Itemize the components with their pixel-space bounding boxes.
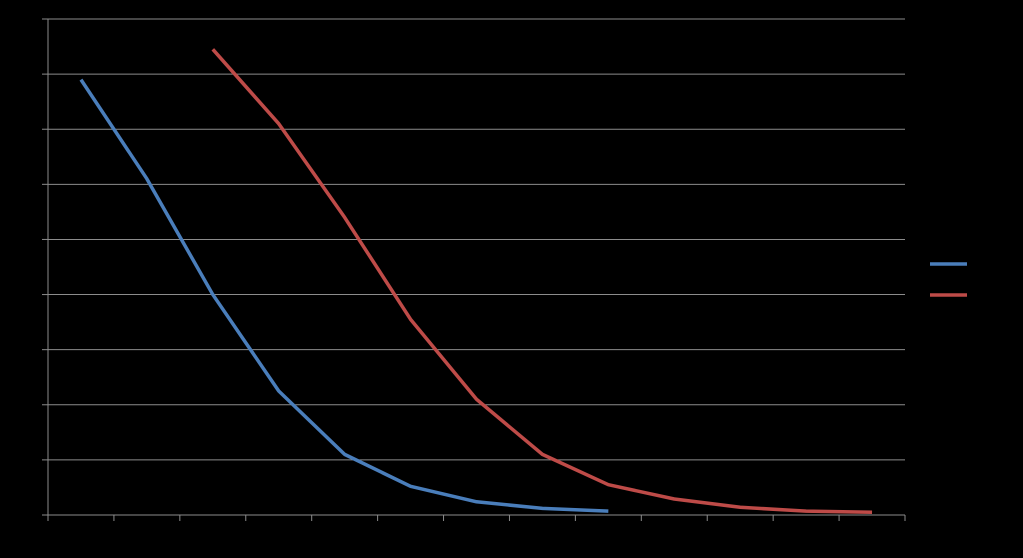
legend bbox=[930, 262, 967, 297]
series-line-2 bbox=[211, 48, 873, 514]
axes bbox=[42, 18, 906, 521]
series-lines bbox=[79, 48, 873, 514]
gridlines bbox=[48, 18, 905, 461]
series-line-1 bbox=[79, 78, 609, 513]
